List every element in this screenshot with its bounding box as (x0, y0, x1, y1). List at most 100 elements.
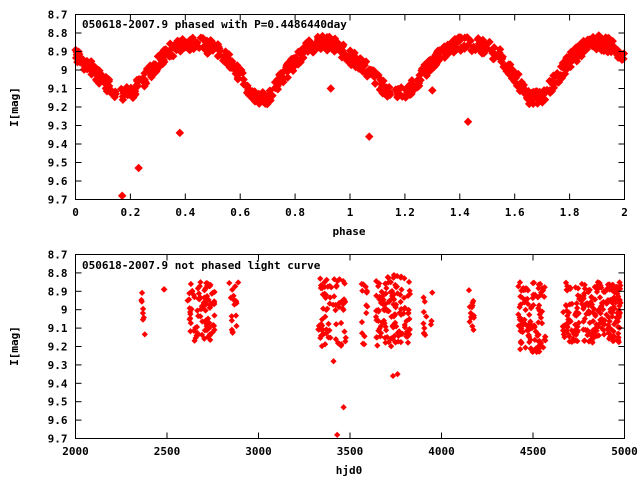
data-point (517, 301, 524, 308)
y-tick-label: 9.6 (48, 414, 68, 427)
data-point (420, 330, 428, 337)
data-point (221, 47, 230, 56)
data-point (215, 44, 224, 53)
data-point (587, 298, 595, 306)
data-point (421, 325, 428, 332)
data-point (429, 289, 436, 296)
data-point (370, 79, 380, 88)
data-point (399, 330, 406, 337)
data-point (580, 318, 587, 325)
data-point (373, 334, 380, 341)
data-point (392, 283, 400, 291)
y-tick-label: 9.4 (48, 377, 68, 390)
data-point (395, 89, 404, 99)
data-point (233, 322, 240, 330)
data-point (82, 64, 92, 74)
data-point (391, 272, 398, 280)
data-point (159, 51, 169, 61)
data-point (382, 290, 389, 297)
data-point (406, 287, 413, 294)
data-point (335, 340, 342, 347)
data-point (291, 53, 300, 63)
data-point (603, 285, 611, 293)
data-point (324, 305, 331, 312)
data-point (350, 48, 359, 58)
data-point (390, 301, 397, 308)
data-point (573, 309, 580, 316)
y-tick-label: 9.3 (48, 120, 68, 133)
data-point (330, 301, 337, 308)
data-point (607, 296, 614, 303)
y-tick-label: 9.2 (48, 101, 68, 114)
data-point (609, 287, 616, 294)
data-point (616, 302, 623, 309)
outlier-point (117, 191, 127, 201)
x-tick-label: 4500 (520, 445, 547, 458)
data-point (326, 327, 333, 334)
data-point (534, 332, 541, 339)
data-point (228, 313, 235, 320)
data-point (317, 275, 324, 282)
data-point (173, 36, 182, 46)
data-point (561, 334, 568, 341)
data-point (412, 83, 422, 92)
data-point (333, 282, 340, 289)
data-point (574, 304, 581, 312)
data-point (497, 57, 506, 66)
x-tick-label: 0.8 (285, 206, 305, 219)
data-point (313, 32, 323, 42)
data-point (211, 312, 218, 319)
data-point (357, 55, 366, 64)
data-point (385, 274, 392, 281)
data-point (398, 286, 405, 293)
data-point (374, 342, 381, 349)
x-tick-label: 1.4 (450, 206, 470, 219)
data-point (500, 63, 509, 73)
y-tick-label: 8.7 (48, 9, 68, 22)
data-point (308, 48, 318, 57)
data-point (373, 317, 380, 324)
data-point (93, 65, 102, 74)
phased-axis-ticks: 0 0.2 0.4 0.6 0.8 1 1.2 1.4 1.6 1.8 2 8.7 8.8 8.9 9 9.1… (48, 9, 628, 220)
data-point (193, 42, 202, 51)
data-point (229, 329, 236, 336)
data-point (340, 296, 348, 303)
data-point (278, 73, 287, 82)
y-tick-label: 9.5 (48, 396, 68, 409)
y-tick-label: 9.3 (48, 359, 68, 372)
outlier-point (364, 132, 374, 141)
data-point (405, 278, 413, 286)
data-point (265, 89, 274, 99)
data-point (565, 331, 572, 338)
data-point (336, 299, 343, 306)
outlier-point (175, 128, 185, 138)
data-point (406, 325, 413, 333)
y-tick-label: 9.6 (48, 175, 68, 188)
data-point (341, 280, 348, 287)
x-tick-label: 1.6 (505, 206, 525, 219)
data-point (261, 97, 271, 106)
data-point (319, 316, 326, 323)
data-point (421, 298, 428, 305)
unphased-plot-title: 050618-2007.9 not phased light curve (82, 259, 321, 272)
data-point (363, 289, 370, 296)
data-point (249, 91, 259, 100)
data-point (576, 295, 583, 303)
data-point (391, 332, 398, 340)
data-point (434, 53, 443, 62)
data-point (439, 44, 448, 54)
data-point (420, 308, 427, 316)
data-point (522, 286, 529, 293)
data-point (469, 323, 476, 330)
y-tick-label: 8.9 (48, 46, 68, 59)
data-point (397, 298, 404, 305)
data-point (228, 317, 235, 324)
outlier-point (330, 358, 337, 365)
data-point (495, 45, 505, 54)
unphased-axis-ticks: 2000 2500 3000 3500 4000 4500 5000 8.7 8.8 8.9 9 9.… (48, 249, 638, 459)
data-point (296, 57, 305, 67)
data-point (615, 330, 622, 337)
data-point (471, 45, 480, 55)
data-point (342, 334, 349, 341)
data-point (574, 323, 581, 330)
